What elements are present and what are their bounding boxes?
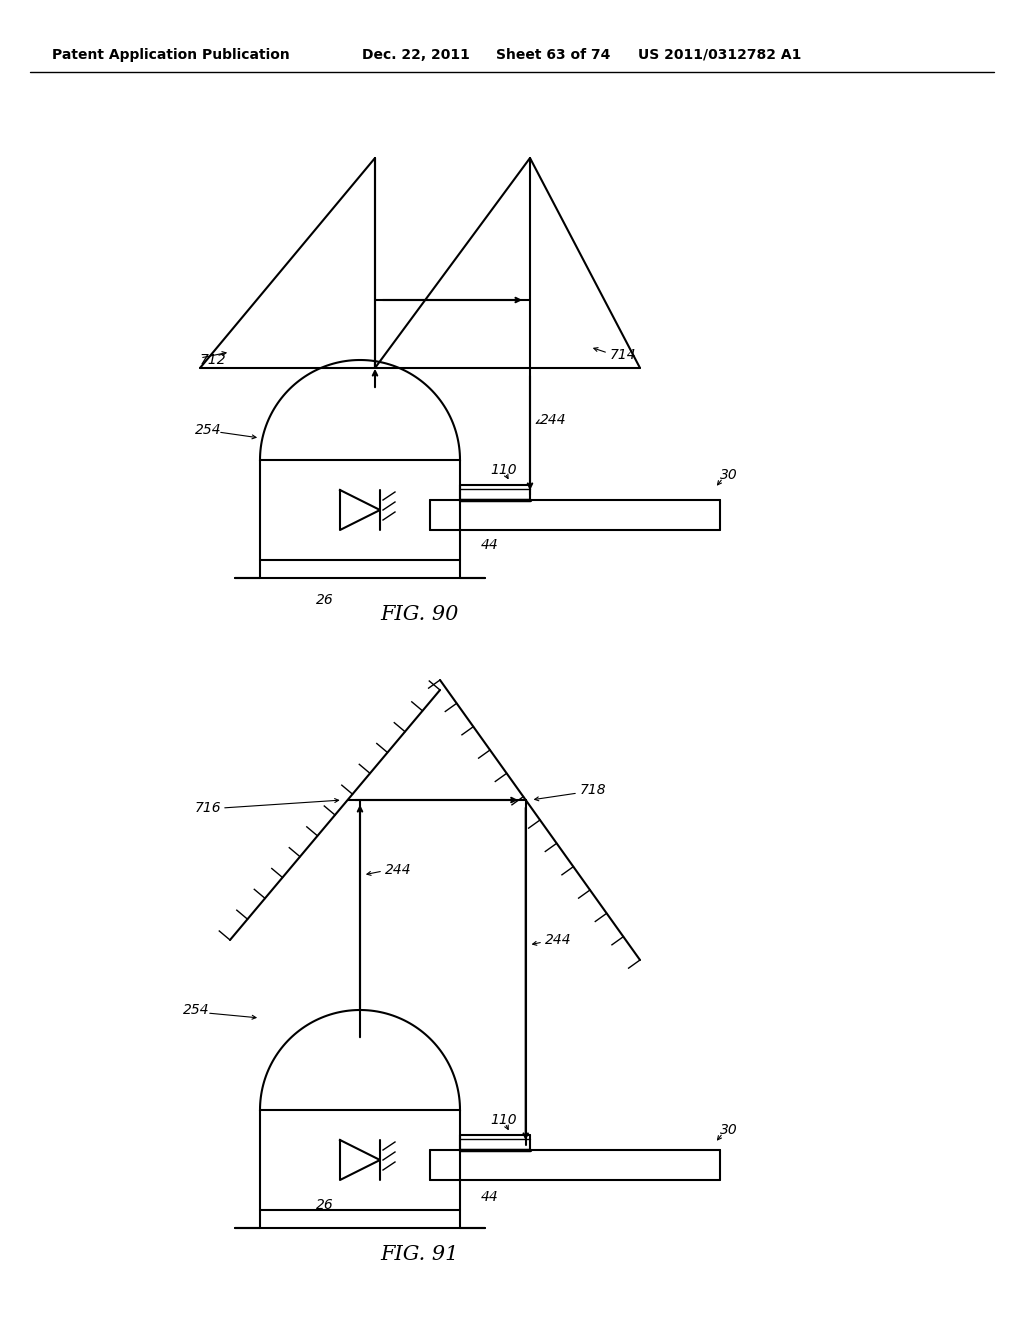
- Text: FIG. 90: FIG. 90: [381, 606, 459, 624]
- Text: 110: 110: [490, 463, 517, 477]
- Text: 718: 718: [580, 783, 606, 797]
- Text: 254: 254: [183, 1003, 210, 1016]
- Text: Patent Application Publication: Patent Application Publication: [52, 48, 290, 62]
- Text: 26: 26: [316, 593, 334, 607]
- Text: 110: 110: [490, 1113, 517, 1127]
- Text: 712: 712: [200, 352, 226, 367]
- Text: Dec. 22, 2011: Dec. 22, 2011: [362, 48, 470, 62]
- Text: 244: 244: [545, 933, 571, 946]
- Text: 714: 714: [610, 348, 637, 362]
- Text: 30: 30: [720, 1123, 737, 1137]
- Text: Sheet 63 of 74: Sheet 63 of 74: [496, 48, 610, 62]
- Text: 44: 44: [481, 1191, 499, 1204]
- Text: 30: 30: [720, 469, 737, 482]
- Text: 244: 244: [385, 863, 412, 876]
- Text: FIG. 91: FIG. 91: [381, 1246, 459, 1265]
- Text: 26: 26: [316, 1199, 334, 1212]
- Text: 716: 716: [195, 801, 221, 814]
- Text: 44: 44: [481, 539, 499, 552]
- Text: 254: 254: [195, 422, 221, 437]
- Text: US 2011/0312782 A1: US 2011/0312782 A1: [638, 48, 802, 62]
- Text: 244: 244: [540, 413, 566, 426]
